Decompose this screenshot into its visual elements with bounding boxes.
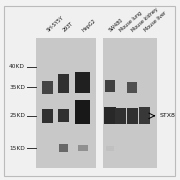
- Text: STX8: STX8: [160, 113, 176, 118]
- Text: 25KD: 25KD: [9, 113, 25, 118]
- Text: SW480: SW480: [108, 17, 124, 33]
- FancyBboxPatch shape: [42, 81, 53, 94]
- Text: 35KD: 35KD: [9, 85, 25, 90]
- FancyBboxPatch shape: [105, 80, 115, 92]
- Text: Mouse liver: Mouse liver: [143, 10, 167, 33]
- Text: 15KD: 15KD: [9, 146, 25, 151]
- FancyBboxPatch shape: [58, 74, 69, 93]
- FancyBboxPatch shape: [75, 100, 90, 124]
- FancyBboxPatch shape: [75, 72, 90, 93]
- FancyBboxPatch shape: [139, 107, 150, 124]
- FancyBboxPatch shape: [127, 108, 138, 124]
- FancyBboxPatch shape: [58, 144, 68, 152]
- Text: 293T: 293T: [62, 21, 74, 33]
- FancyBboxPatch shape: [115, 108, 126, 124]
- FancyBboxPatch shape: [58, 109, 69, 122]
- FancyBboxPatch shape: [127, 82, 138, 93]
- FancyBboxPatch shape: [103, 38, 157, 168]
- FancyBboxPatch shape: [78, 145, 87, 151]
- Text: SH-SY5Y: SH-SY5Y: [46, 15, 64, 33]
- FancyBboxPatch shape: [36, 38, 96, 168]
- FancyBboxPatch shape: [106, 146, 114, 151]
- Text: Mouse kidney: Mouse kidney: [130, 7, 159, 33]
- FancyBboxPatch shape: [42, 109, 53, 123]
- FancyBboxPatch shape: [104, 107, 116, 124]
- Text: Mouse lung: Mouse lung: [119, 10, 143, 33]
- Text: 40KD: 40KD: [9, 64, 25, 69]
- FancyBboxPatch shape: [4, 6, 175, 176]
- Text: HepG2: HepG2: [81, 18, 97, 33]
